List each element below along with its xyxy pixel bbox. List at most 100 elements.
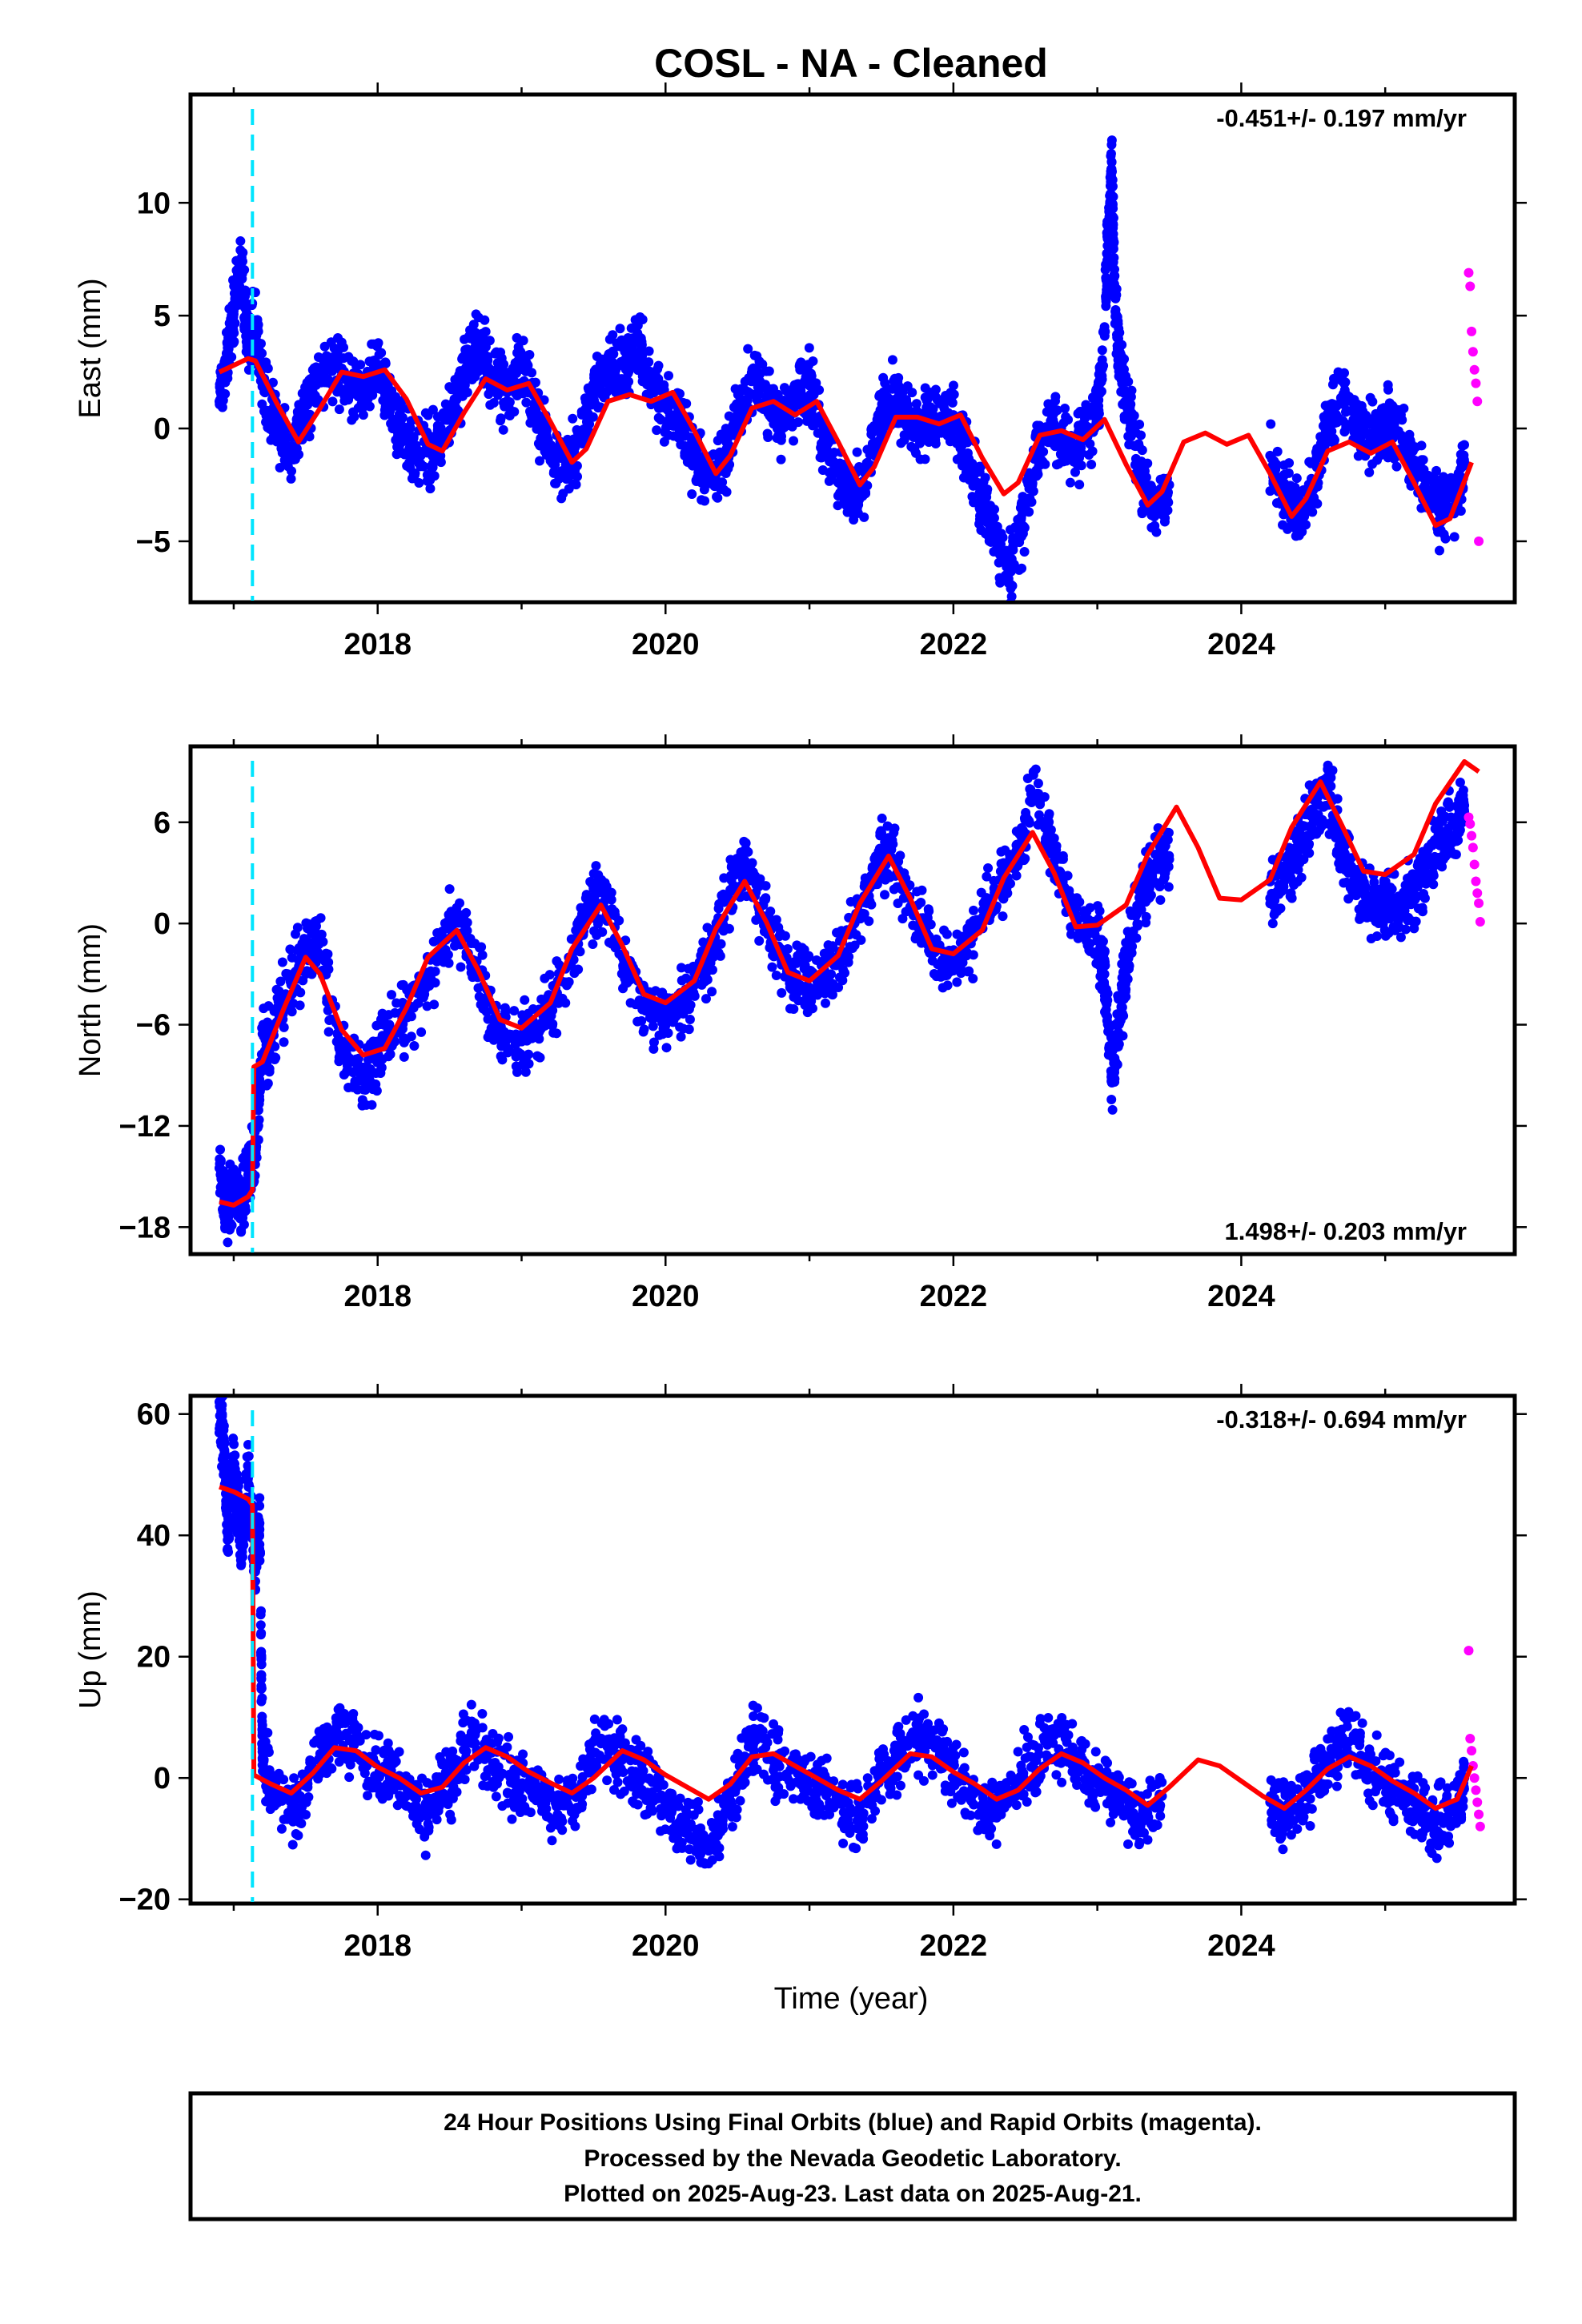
final-orbit-point <box>1383 380 1393 390</box>
final-orbit-point <box>432 956 442 967</box>
final-orbit-point <box>1431 500 1441 510</box>
final-orbit-point <box>748 875 758 886</box>
final-orbit-point <box>985 501 995 511</box>
final-orbit-point <box>304 392 315 402</box>
final-orbit-point <box>1123 431 1134 441</box>
final-orbit-point <box>1108 243 1118 254</box>
final-orbit-point <box>793 417 804 428</box>
final-orbit-point <box>930 435 941 445</box>
final-orbit-point <box>524 1059 534 1069</box>
final-orbit-point <box>292 923 303 933</box>
final-orbit-point <box>367 1100 377 1110</box>
final-orbit-point <box>303 937 313 947</box>
final-orbit-point <box>769 419 779 429</box>
final-orbit-point <box>441 923 452 934</box>
final-orbit-point <box>741 838 751 848</box>
final-orbit-point <box>390 1007 400 1018</box>
final-orbit-point <box>444 884 455 895</box>
final-orbit-point <box>385 1049 396 1059</box>
y-tick-label: 10 <box>137 187 171 220</box>
final-orbit-point <box>393 430 404 440</box>
final-orbit-point <box>419 461 429 472</box>
final-orbit-point <box>834 972 845 983</box>
x-tick-label: 2024 <box>1207 1280 1275 1313</box>
final-orbit-point <box>877 813 887 823</box>
final-orbit-point <box>980 472 990 483</box>
y-tick-label: 6 <box>154 806 171 840</box>
final-orbit-point <box>1106 174 1117 184</box>
x-tick-label: 2020 <box>632 1280 700 1313</box>
final-orbit-point <box>496 348 506 358</box>
final-orbit-point <box>422 1001 432 1011</box>
final-orbit-point <box>367 388 377 398</box>
final-orbit-point <box>1271 464 1281 475</box>
final-orbit-point <box>540 1020 550 1031</box>
final-orbit-point <box>330 359 340 369</box>
final-orbit-point <box>225 1159 235 1169</box>
final-orbit-point <box>287 952 297 963</box>
final-orbit-point <box>687 489 697 500</box>
rapid-orbit-point <box>1464 267 1474 278</box>
final-orbit-point <box>1460 457 1470 468</box>
final-orbit-point <box>773 389 783 400</box>
final-orbit-point <box>343 1083 354 1093</box>
final-orbit-point <box>512 1049 523 1059</box>
final-orbit-point <box>216 395 227 405</box>
final-orbit-point <box>978 509 989 520</box>
x-tick-label: 2022 <box>920 1280 988 1313</box>
final-orbit-point <box>528 1023 539 1034</box>
final-orbit-point <box>713 903 724 914</box>
final-orbit-point <box>1123 376 1134 387</box>
final-orbit-point <box>1094 408 1104 419</box>
final-orbit-point <box>1065 477 1075 488</box>
final-orbit-point <box>231 1167 242 1177</box>
final-orbit-point <box>541 425 552 436</box>
final-orbit-point <box>359 389 369 400</box>
final-orbit-point <box>535 1052 545 1063</box>
final-orbit-point <box>462 387 472 397</box>
final-orbit-point <box>1118 364 1129 375</box>
final-orbit-point <box>709 481 720 492</box>
final-orbit-point <box>522 1035 532 1046</box>
final-orbit-point <box>827 990 837 1000</box>
chart-title: COSL - NA - Cleaned <box>654 41 1048 86</box>
final-orbit-point <box>805 990 816 1000</box>
final-orbit-point <box>496 416 506 426</box>
velocity-label: -0.451+/- 0.197 mm/yr <box>1216 104 1467 132</box>
final-orbit-point <box>779 415 789 425</box>
final-orbit-point <box>477 950 488 960</box>
final-orbit-point <box>302 400 312 410</box>
final-orbit-point <box>392 442 403 452</box>
final-orbit-point <box>273 1001 283 1011</box>
final-orbit-point <box>749 366 759 376</box>
final-orbit-point <box>286 444 296 454</box>
final-orbit-point <box>391 449 402 460</box>
final-orbit-point <box>653 360 664 371</box>
final-orbit-point <box>804 951 814 961</box>
final-orbit-point <box>864 916 874 927</box>
final-orbit-point <box>1136 430 1146 440</box>
final-orbit-point <box>807 1003 817 1014</box>
final-orbit-point <box>365 1039 375 1049</box>
final-orbit-point <box>805 389 816 400</box>
final-orbit-point <box>365 1081 375 1092</box>
final-orbit-point <box>826 943 837 954</box>
final-orbit-point <box>779 422 789 432</box>
final-orbit-point <box>636 333 646 344</box>
final-orbit-point <box>767 962 777 972</box>
final-orbit-point <box>600 892 611 903</box>
final-orbit-point <box>911 399 921 409</box>
final-orbit-point <box>321 955 331 965</box>
final-orbit-point <box>538 416 548 427</box>
final-orbit-point <box>862 444 873 455</box>
final-orbit-point <box>620 974 630 984</box>
final-orbit-point <box>991 545 1002 555</box>
final-orbit-point <box>1397 415 1407 425</box>
final-orbit-point <box>1265 486 1275 497</box>
final-orbit-point <box>606 373 616 384</box>
final-orbit-point <box>483 356 493 366</box>
final-orbit-point <box>540 433 551 444</box>
final-orbit-point <box>255 339 266 349</box>
